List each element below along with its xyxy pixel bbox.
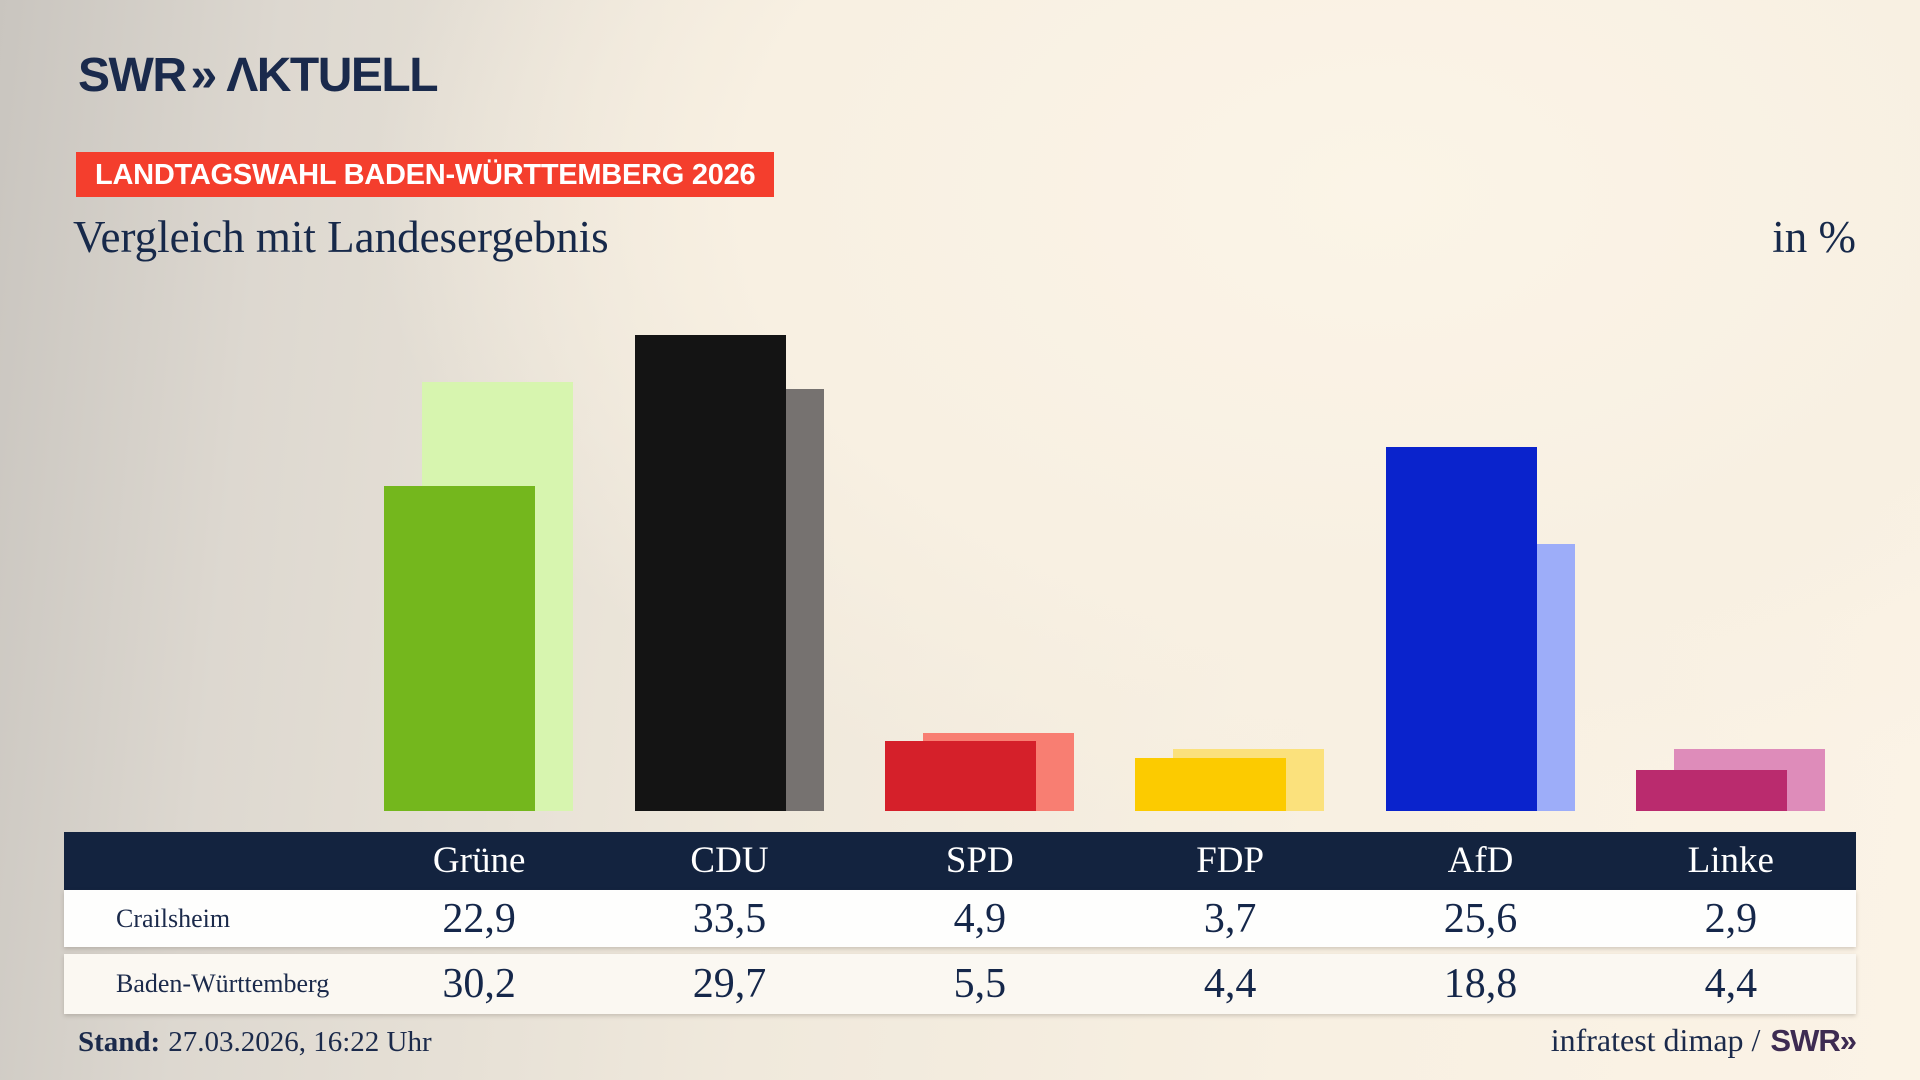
source-swr-logo: SWR» — [1770, 1023, 1857, 1058]
table-row-crailsheim: Crailsheim 22,9 33,5 4,9 3,7 25,6 2,9 — [64, 890, 1856, 947]
bar-crailsheim-linke — [1635, 769, 1787, 811]
row-label-baden-w-rttemberg: Baden-Württemberg — [116, 969, 330, 998]
column-header-linke: Linke — [1687, 840, 1774, 881]
column-header-cdu: CDU — [690, 840, 769, 881]
source-credit: infratest dimap / SWR» — [1550, 1022, 1857, 1059]
column-header-gr-ne: Grüne — [432, 840, 526, 881]
value-crailsheim-cdu: 33,5 — [692, 895, 767, 942]
bar-crailsheim-afd — [1385, 447, 1537, 811]
value-crailsheim-linke: 2,9 — [1704, 895, 1758, 942]
value-crailsheim-spd: 4,9 — [953, 895, 1007, 942]
value-crailsheim-gr-ne: 22,9 — [442, 895, 516, 942]
bar-crailsheim-gr-ne — [384, 485, 536, 811]
column-header-spd: SPD — [945, 840, 1014, 881]
value-baden-w-rttemberg-cdu: 29,7 — [692, 961, 767, 1007]
value-baden-w-rttemberg-afd: 18,8 — [1443, 961, 1518, 1007]
value-baden-w-rttemberg-fdp: 4,4 — [1203, 961, 1257, 1007]
status-timestamp: Stand: 27.03.2026, 16:22 Uhr — [78, 1026, 432, 1059]
stand-value: 27.03.2026, 16:22 Uhr — [168, 1026, 432, 1058]
column-header-afd: AfD — [1447, 840, 1514, 881]
logo-swr-text: SWR — [78, 49, 187, 102]
value-crailsheim-afd: 25,6 — [1443, 895, 1518, 942]
bar-crailsheim-cdu — [634, 335, 786, 811]
logo-double-chevron-icon: » — [190, 49, 217, 102]
table-header-row: Grüne CDU SPD FDP AfD Linke — [64, 832, 1856, 890]
value-baden-w-rttemberg-gr-ne: 30,2 — [442, 961, 516, 1007]
column-header-fdp: FDP — [1196, 840, 1265, 881]
election-banner: LANDTAGSWAHL BADEN-WÜRTTEMBERG 2026 — [76, 152, 775, 197]
row-label-crailsheim: Crailsheim — [116, 903, 231, 933]
bar-crailsheim-spd — [884, 741, 1036, 811]
bar-crailsheim-fdp — [1135, 758, 1287, 811]
value-baden-w-rttemberg-spd: 5,5 — [953, 961, 1007, 1007]
logo-aktuell-text: ΛKTUELL — [226, 49, 438, 102]
stand-label: Stand: — [78, 1026, 161, 1058]
table-row-baden-w-rttemberg: Baden-Württemberg 30,2 29,7 5,5 4,4 18,8 4,4 — [64, 954, 1856, 1014]
unit-label: in % — [1772, 212, 1856, 262]
results-table: Grüne CDU SPD FDP AfD Linke Crailsheim 22,9 33,… — [64, 832, 1856, 1014]
source-text: infratest dimap / — [1550, 1022, 1761, 1058]
table-body: Crailsheim 22,9 33,5 4,9 3,7 25,6 2,9 Baden-Wür… — [64, 890, 1856, 1014]
page-title: Vergleich mit Landesergebnis — [73, 212, 609, 262]
value-crailsheim-fdp: 3,7 — [1203, 895, 1257, 942]
value-baden-w-rttemberg-linke: 4,4 — [1704, 961, 1758, 1007]
swr-aktuell-logo: SWR» ΛKTUELL — [78, 49, 439, 102]
